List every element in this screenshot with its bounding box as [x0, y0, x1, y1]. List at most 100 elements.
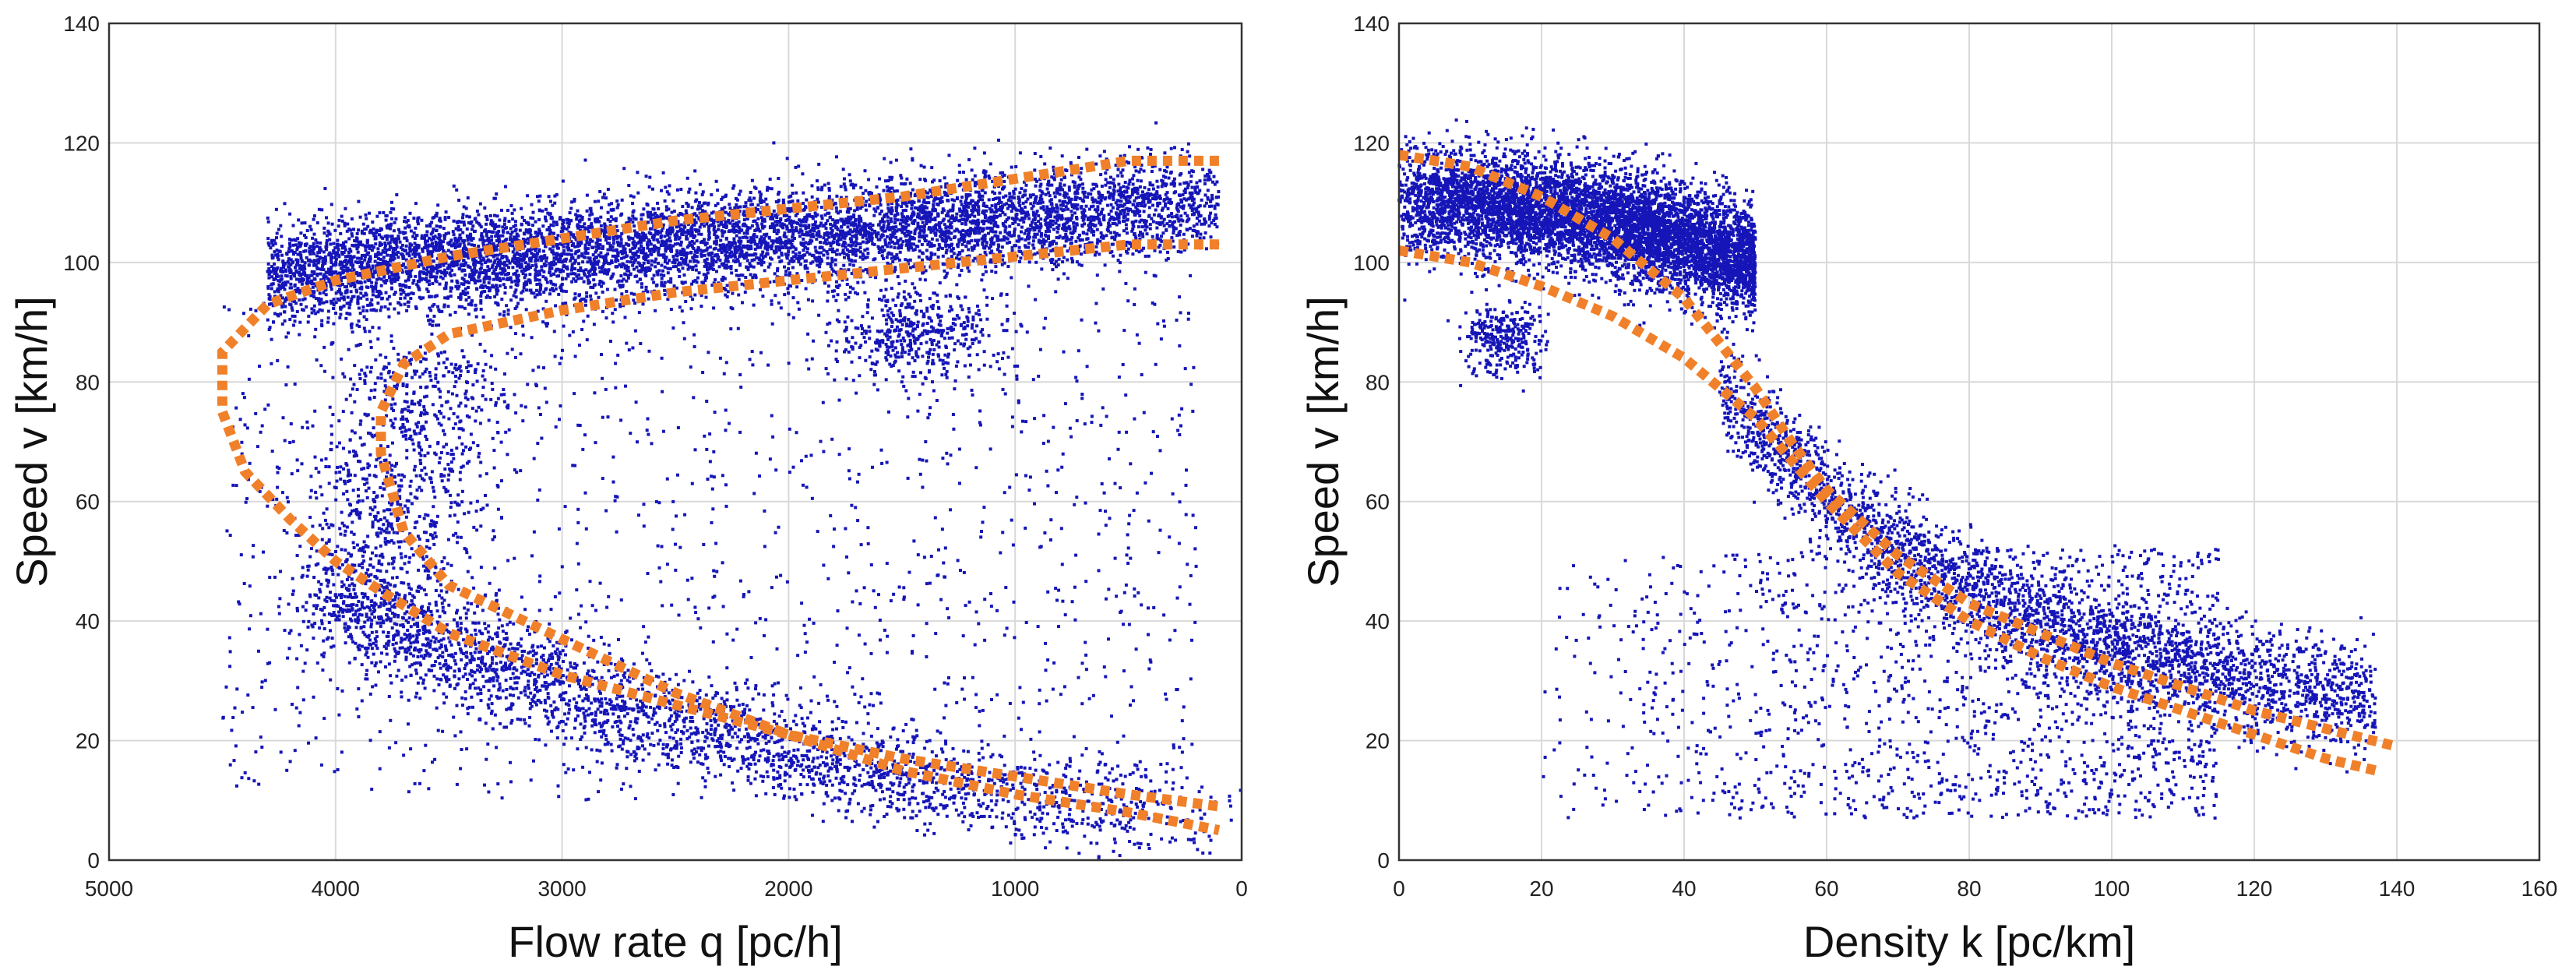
scatter-point [405, 270, 409, 273]
scatter-point [1098, 219, 1101, 223]
scatter-point [1198, 236, 1202, 240]
scatter-point [572, 242, 576, 245]
scatter-point [604, 256, 608, 259]
scatter-point [360, 262, 363, 266]
scatter-point [368, 330, 372, 333]
scatter-point [608, 235, 611, 238]
scatter-point [1101, 196, 1105, 199]
scatter-point [1115, 223, 1119, 227]
scatter-point [1151, 183, 1154, 187]
scatter-point [276, 287, 280, 291]
scatter-point [611, 235, 615, 239]
scatter-point [1116, 168, 1120, 171]
scatter-point [940, 196, 944, 199]
scatter-point [759, 263, 763, 266]
scatter-point [277, 258, 280, 262]
scatter-point [618, 263, 622, 266]
scatter-point [588, 256, 592, 260]
scatter-point [593, 199, 597, 203]
scatter-point [340, 283, 344, 286]
scatter-point [830, 230, 833, 234]
scatter-point [805, 266, 809, 270]
scatter-point [1080, 216, 1084, 219]
scatter-point [680, 257, 684, 260]
scatter-point [1068, 227, 1072, 231]
scatter-point [1054, 290, 1058, 294]
scatter-point [989, 229, 993, 233]
scatter-point [516, 279, 520, 283]
scatter-point [1071, 180, 1075, 184]
scatter-point [478, 223, 482, 227]
scatter-point [1163, 198, 1167, 202]
scatter-point [1193, 185, 1197, 189]
scatter-point [344, 240, 348, 244]
scatter-point [913, 206, 917, 210]
scatter-point [1024, 183, 1028, 187]
scatter-point [690, 282, 694, 286]
scatter-point [907, 248, 911, 252]
scatter-point [585, 238, 589, 242]
scatter-point [1119, 186, 1122, 190]
scatter-point [285, 252, 289, 256]
scatter-point [475, 279, 479, 283]
scatter-point [777, 190, 781, 194]
scatter-point [486, 243, 490, 247]
scatter-point [862, 280, 865, 284]
scatter-point [426, 290, 430, 294]
scatter-point [1128, 242, 1132, 245]
scatter-point [616, 235, 620, 239]
scatter-point [660, 284, 664, 287]
scatter-point [895, 252, 899, 256]
scatter-point [363, 280, 367, 284]
scatter-point [1170, 212, 1174, 215]
scatter-point [516, 234, 520, 238]
scatter-point [1089, 219, 1093, 223]
scatter-point [989, 258, 993, 262]
scatter-point [666, 271, 670, 275]
scatter-point [774, 294, 777, 298]
scatter-point [569, 272, 573, 276]
scatter-point [352, 227, 355, 231]
scatter-point [695, 280, 699, 284]
scatter-point [988, 162, 992, 166]
scatter-point [795, 229, 798, 233]
scatter-point [1203, 178, 1207, 182]
scatter-point [457, 295, 461, 299]
scatter-point [414, 274, 418, 278]
scatter-point [907, 262, 910, 266]
scatter-point [334, 253, 338, 257]
scatter-point [456, 225, 460, 228]
scatter-point [294, 302, 298, 305]
scatter-point [560, 226, 564, 230]
scatter-point [700, 204, 704, 208]
scatter-point [932, 198, 936, 202]
scatter-point [544, 219, 548, 223]
scatter-point [527, 237, 530, 241]
scatter-point [829, 262, 833, 266]
scatter-point [866, 231, 870, 235]
scatter-point [925, 211, 929, 215]
scatter-point [568, 211, 572, 215]
scatter-point [1059, 182, 1062, 185]
scatter-point [724, 258, 728, 262]
scatter-point [336, 238, 340, 242]
scatter-point [899, 218, 903, 222]
scatter-point [651, 213, 655, 217]
scatter-point [858, 250, 862, 254]
scatter-point [1153, 164, 1157, 168]
scatter-point [466, 196, 470, 199]
scatter-point [973, 181, 977, 185]
scatter-point [1138, 220, 1142, 224]
scatter-point [1070, 197, 1073, 201]
scatter-point [892, 255, 896, 259]
scatter-point [512, 294, 516, 298]
scatter-point [678, 275, 682, 278]
scatter-point [1018, 203, 1022, 207]
scatter-point [273, 242, 277, 245]
scatter-point [338, 263, 342, 266]
scatter-point [604, 269, 608, 273]
scatter-point [911, 210, 915, 214]
scatter-point [1094, 245, 1098, 249]
scatter-point [399, 292, 403, 296]
scatter-point [545, 280, 549, 284]
